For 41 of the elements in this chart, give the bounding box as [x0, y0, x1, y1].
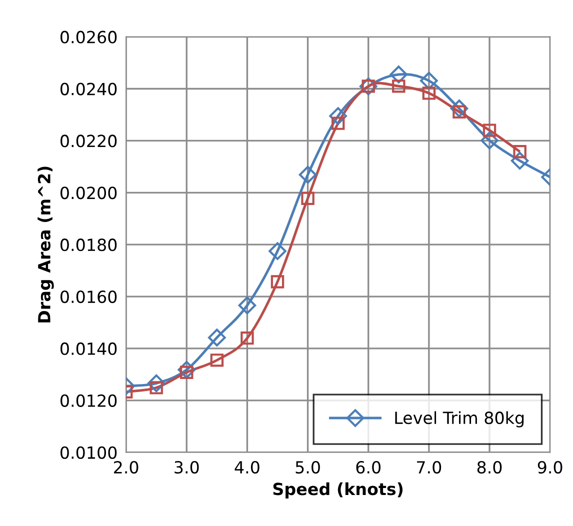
x-tick-label: 5.0: [296, 460, 320, 474]
y-tick-label: 0.0260: [60, 30, 117, 44]
y-tick-label: 0.0180: [60, 238, 117, 252]
point: [238, 296, 256, 314]
x-tick-label: 8.0: [477, 460, 502, 474]
y-tick-label: 0.0200: [60, 186, 117, 200]
point: [208, 328, 226, 346]
y-axis-title: Drag Area (m^2): [38, 166, 54, 322]
point: [178, 360, 196, 379]
point: [482, 124, 496, 137]
point: [480, 132, 498, 150]
y-tick-label: 0.0240: [60, 82, 117, 96]
point: [392, 80, 406, 93]
point: [422, 86, 436, 100]
point: [420, 72, 438, 90]
x-tick-label: 2.0: [114, 460, 138, 474]
point: [240, 331, 254, 345]
point: [270, 275, 284, 288]
x-tick-label: 7.0: [417, 460, 442, 474]
point: [210, 354, 224, 367]
point: [331, 116, 345, 130]
x-tick-label: 6.0: [356, 460, 381, 474]
y-tick-label: 0.0120: [60, 394, 117, 407]
point: [510, 152, 529, 170]
point: [390, 66, 408, 84]
y-tick-label: 0.0220: [60, 134, 117, 148]
y-tick-label: 0.0160: [60, 290, 117, 304]
point: [329, 107, 347, 125]
point: [450, 100, 468, 118]
point: [268, 242, 286, 260]
x-tick-label: 4.0: [234, 460, 260, 474]
x-tick-label: 3.0: [174, 460, 199, 474]
y-tick-label: 0.0140: [60, 342, 117, 356]
x-axis-title: Speed (knots): [273, 482, 403, 499]
x-tick-label: 9.0: [538, 460, 562, 474]
point: [298, 166, 317, 184]
point: [301, 192, 314, 205]
point: [513, 145, 526, 158]
point: [147, 374, 166, 392]
legend-label: Level Trim 80kg: [395, 411, 524, 428]
y-tick-label: 0.0100: [60, 446, 117, 459]
